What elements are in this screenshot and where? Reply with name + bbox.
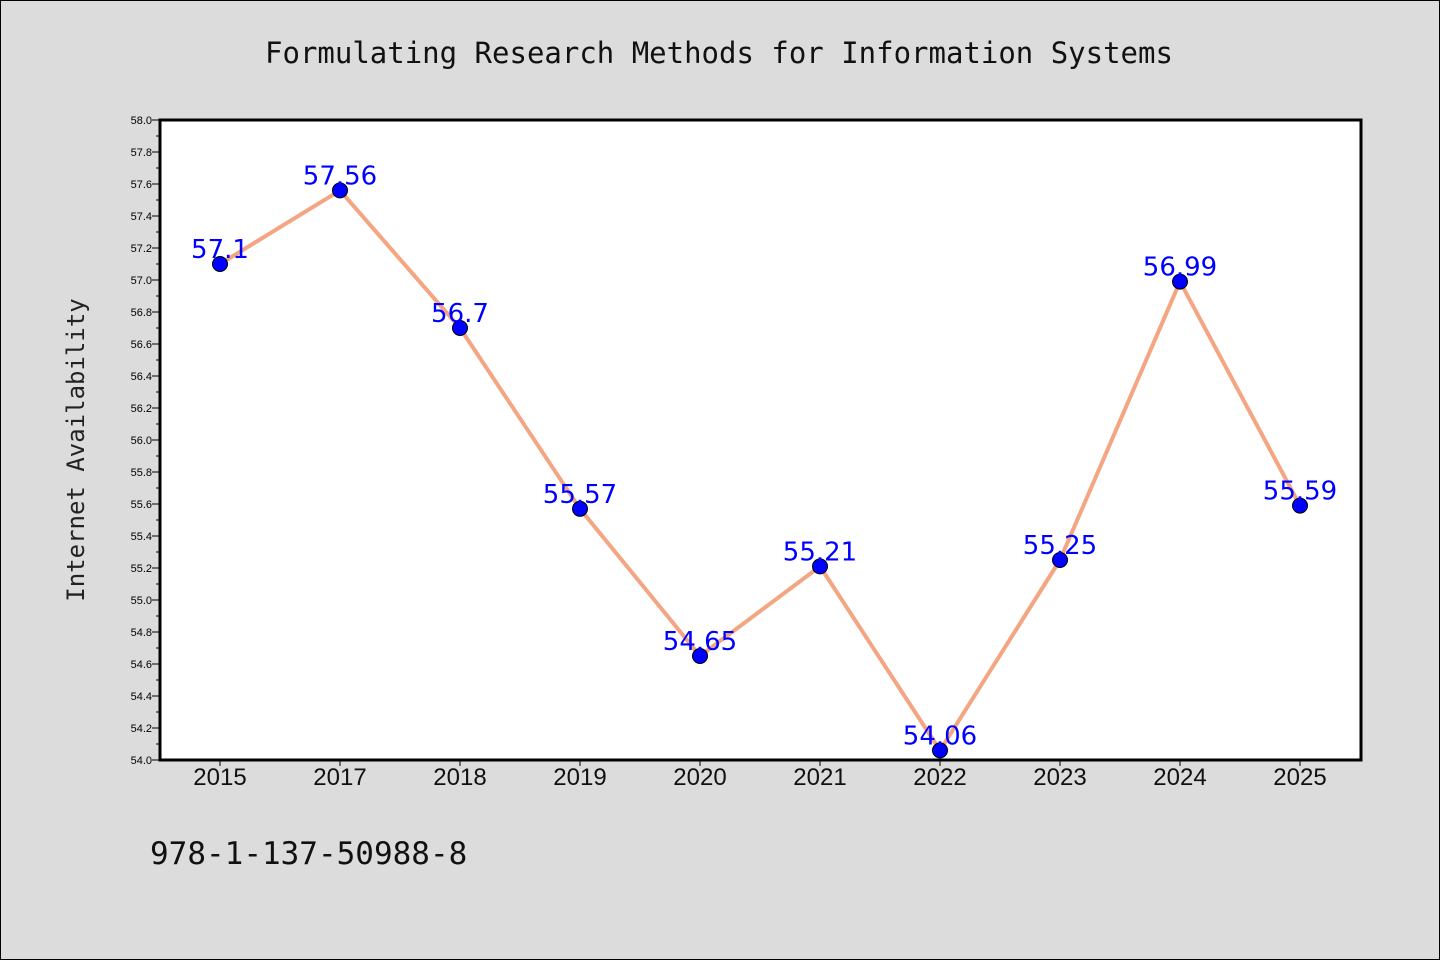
x-tick-label: 2022	[913, 764, 966, 791]
data-point	[812, 558, 828, 575]
y-tick-label: 56.8	[131, 307, 152, 319]
data-label: 55.57	[543, 480, 617, 510]
chart-title: Formulating Research Methods for Informa…	[265, 36, 1173, 70]
y-tick-label: 55.6	[131, 499, 152, 511]
y-tick-label: 54.4	[131, 691, 152, 703]
series-line	[218, 188, 1302, 753]
y-tick-label: 55.8	[131, 467, 152, 479]
data-point	[212, 256, 228, 272]
y-tick-label: 56.0	[131, 435, 152, 447]
y-tick-label: 56.6	[131, 339, 152, 351]
plot-frame	[158, 118, 1363, 762]
y-tick-label: 55.4	[131, 531, 152, 543]
y-tick-label: 55.2	[131, 563, 152, 575]
data-label: 55.25	[1023, 531, 1097, 561]
x-tick-label: 2024	[1153, 764, 1206, 791]
data-point	[572, 500, 588, 517]
y-tick-label: 57.4	[131, 211, 152, 223]
data-label: 56.99	[1143, 253, 1217, 283]
x-tick-label: 2021	[793, 764, 846, 791]
data-label: 54.06	[903, 721, 977, 751]
series-markers	[212, 182, 1308, 759]
y-axis-label: Internet Availability	[62, 298, 90, 601]
x-tick-label: 2017	[313, 764, 366, 791]
y-tick-label: 54.2	[131, 723, 152, 735]
y-tick-label: 54.8	[131, 627, 152, 639]
x-tick-label: 2018	[433, 764, 486, 791]
y-tick-label: 54.0	[131, 755, 152, 767]
y-tick-label: 57.6	[131, 179, 152, 191]
data-label: 56.7	[431, 299, 489, 329]
data-label: 55.21	[783, 537, 857, 567]
data-point	[452, 320, 468, 336]
y-tick-label: 55.0	[131, 595, 152, 607]
data-point	[692, 648, 708, 664]
data-point	[1052, 552, 1068, 568]
data-point	[932, 742, 948, 759]
y-tick-label: 57.2	[131, 243, 152, 255]
y-tick-label: 54.6	[131, 659, 152, 671]
y-tick-label: 57.0	[131, 275, 152, 287]
data-point	[1292, 497, 1308, 514]
data-label: 57.56	[303, 161, 377, 191]
footer-isbn: 978-1-137-50988-8	[150, 836, 467, 872]
x-tick-label: 2015	[193, 764, 246, 791]
x-tick-label: 2019	[553, 764, 606, 791]
y-tick-label: 56.4	[131, 371, 152, 383]
y-tick-label: 57.8	[131, 147, 152, 159]
y-axis-ticks: 54.0 54.2 54.4 54.6 54.8 55.0 55.2 55.4 55.6 55.8…	[131, 115, 160, 767]
plot-area	[160, 120, 1361, 760]
data-labels: 57.1 57.56 56.7 55.57 54.65 55.21 54.06 55.25 56…	[191, 161, 1337, 751]
data-label: 55.59	[1263, 477, 1337, 507]
y-tick-label: 58.0	[131, 115, 152, 127]
x-tick-label: 2020	[673, 764, 726, 791]
x-axis-ticks: 2015 2017 2018 2019 2020 2021 2022 2023 2024 2025	[193, 760, 1327, 791]
x-tick-label: 2025	[1273, 764, 1326, 791]
data-label: 54.65	[663, 627, 737, 657]
data-point	[1172, 273, 1188, 290]
data-point	[332, 182, 348, 199]
x-tick-label: 2023	[1033, 764, 1086, 791]
y-tick-label: 56.2	[131, 403, 152, 415]
data-label: 57.1	[191, 235, 249, 265]
